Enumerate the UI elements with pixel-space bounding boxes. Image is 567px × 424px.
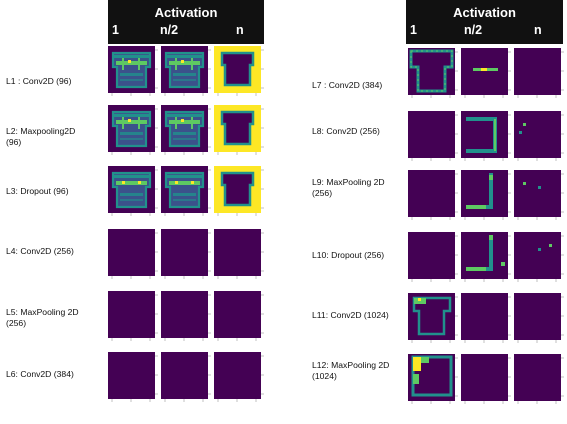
activation-map-l1-col3 bbox=[214, 46, 264, 96]
column-label-n: n bbox=[236, 23, 244, 37]
activation-map-l8-col1 bbox=[408, 111, 458, 161]
activation-map-l4-col1 bbox=[108, 229, 158, 279]
activation-map-l12-col3 bbox=[514, 354, 564, 404]
activation-map-l4-col3 bbox=[214, 229, 264, 279]
activation-map-l3-col1 bbox=[108, 166, 158, 216]
activation-map-l11-col3 bbox=[514, 293, 564, 343]
activation-map-l1-col2 bbox=[161, 46, 211, 96]
activation-map-l4-col2 bbox=[161, 229, 211, 279]
activation-title: Activation bbox=[453, 5, 516, 20]
column-label-n-half: n/2 bbox=[464, 23, 483, 37]
layer-label-l5: L5: MaxPooling 2D (256) bbox=[6, 307, 79, 328]
activation-map-l11-col1 bbox=[408, 293, 458, 343]
column-label-1: 1 bbox=[410, 23, 417, 37]
activation-map-l3-col2 bbox=[161, 166, 211, 216]
activation-map-l5-col2 bbox=[161, 291, 211, 341]
layer-label-l7: L7 : Conv2D (384) bbox=[312, 80, 383, 90]
column-label-n: n bbox=[534, 23, 542, 37]
layer-label-l12: L12: MaxPooling 2D (1024) bbox=[312, 360, 390, 381]
activation-map-l6-col1 bbox=[108, 352, 158, 402]
activation-map-l10-col2 bbox=[461, 232, 511, 282]
activation-header-right: Activation 1 n/2 n bbox=[406, 0, 563, 44]
activation-map-l7-col2 bbox=[461, 48, 511, 98]
activation-map-l9-col1 bbox=[408, 170, 458, 220]
layer-label-l10: L10: Dropout (256) bbox=[312, 250, 385, 260]
column-label-1: 1 bbox=[112, 23, 119, 37]
activation-map-l3-col3 bbox=[214, 166, 264, 216]
layer-label-l3: L3: Dropout (96) bbox=[6, 186, 69, 196]
activation-title: Activation bbox=[154, 5, 218, 20]
column-label-n-half: n/2 bbox=[160, 23, 179, 37]
activation-map-l9-col2 bbox=[461, 170, 511, 220]
activation-map-l1-col1 bbox=[108, 46, 158, 96]
activation-map-l7-col1 bbox=[408, 48, 458, 98]
activation-map-l9-col3 bbox=[514, 170, 564, 220]
layer-label-l2: L2: Maxpooling2D (96) bbox=[6, 126, 76, 147]
layer-label-l6: L6: Conv2D (384) bbox=[6, 369, 74, 379]
activation-map-l2-col1 bbox=[108, 105, 158, 155]
activation-map-l7-col3 bbox=[514, 48, 564, 98]
activation-map-l10-col1 bbox=[408, 232, 458, 282]
activation-map-l8-col3 bbox=[514, 111, 564, 161]
activation-map-l5-col1 bbox=[108, 291, 158, 341]
activation-map-l2-col3 bbox=[214, 105, 264, 155]
activation-map-l6-col2 bbox=[161, 352, 211, 402]
layer-label-l11: L11: Conv2D (1024) bbox=[312, 310, 389, 320]
activation-map-l8-col2 bbox=[461, 111, 511, 161]
activation-map-l12-col1 bbox=[408, 354, 458, 404]
activation-map-l5-col3 bbox=[214, 291, 264, 341]
activation-map-l2-col2 bbox=[161, 105, 211, 155]
activation-map-l11-col2 bbox=[461, 293, 511, 343]
activation-map-l6-col3 bbox=[214, 352, 264, 402]
layer-label-l8: L8: Conv2D (256) bbox=[312, 126, 380, 136]
activation-header-left: Activation 1 n/2 n bbox=[108, 0, 264, 44]
layer-label-l9: L9: MaxPooling 2D (256) bbox=[312, 177, 385, 198]
layer-label-l4: L4: Conv2D (256) bbox=[6, 246, 74, 256]
layer-label-l1: L1 : Conv2D (96) bbox=[6, 76, 72, 86]
activation-map-l12-col2 bbox=[461, 354, 511, 404]
activation-map-l10-col3 bbox=[514, 232, 564, 282]
